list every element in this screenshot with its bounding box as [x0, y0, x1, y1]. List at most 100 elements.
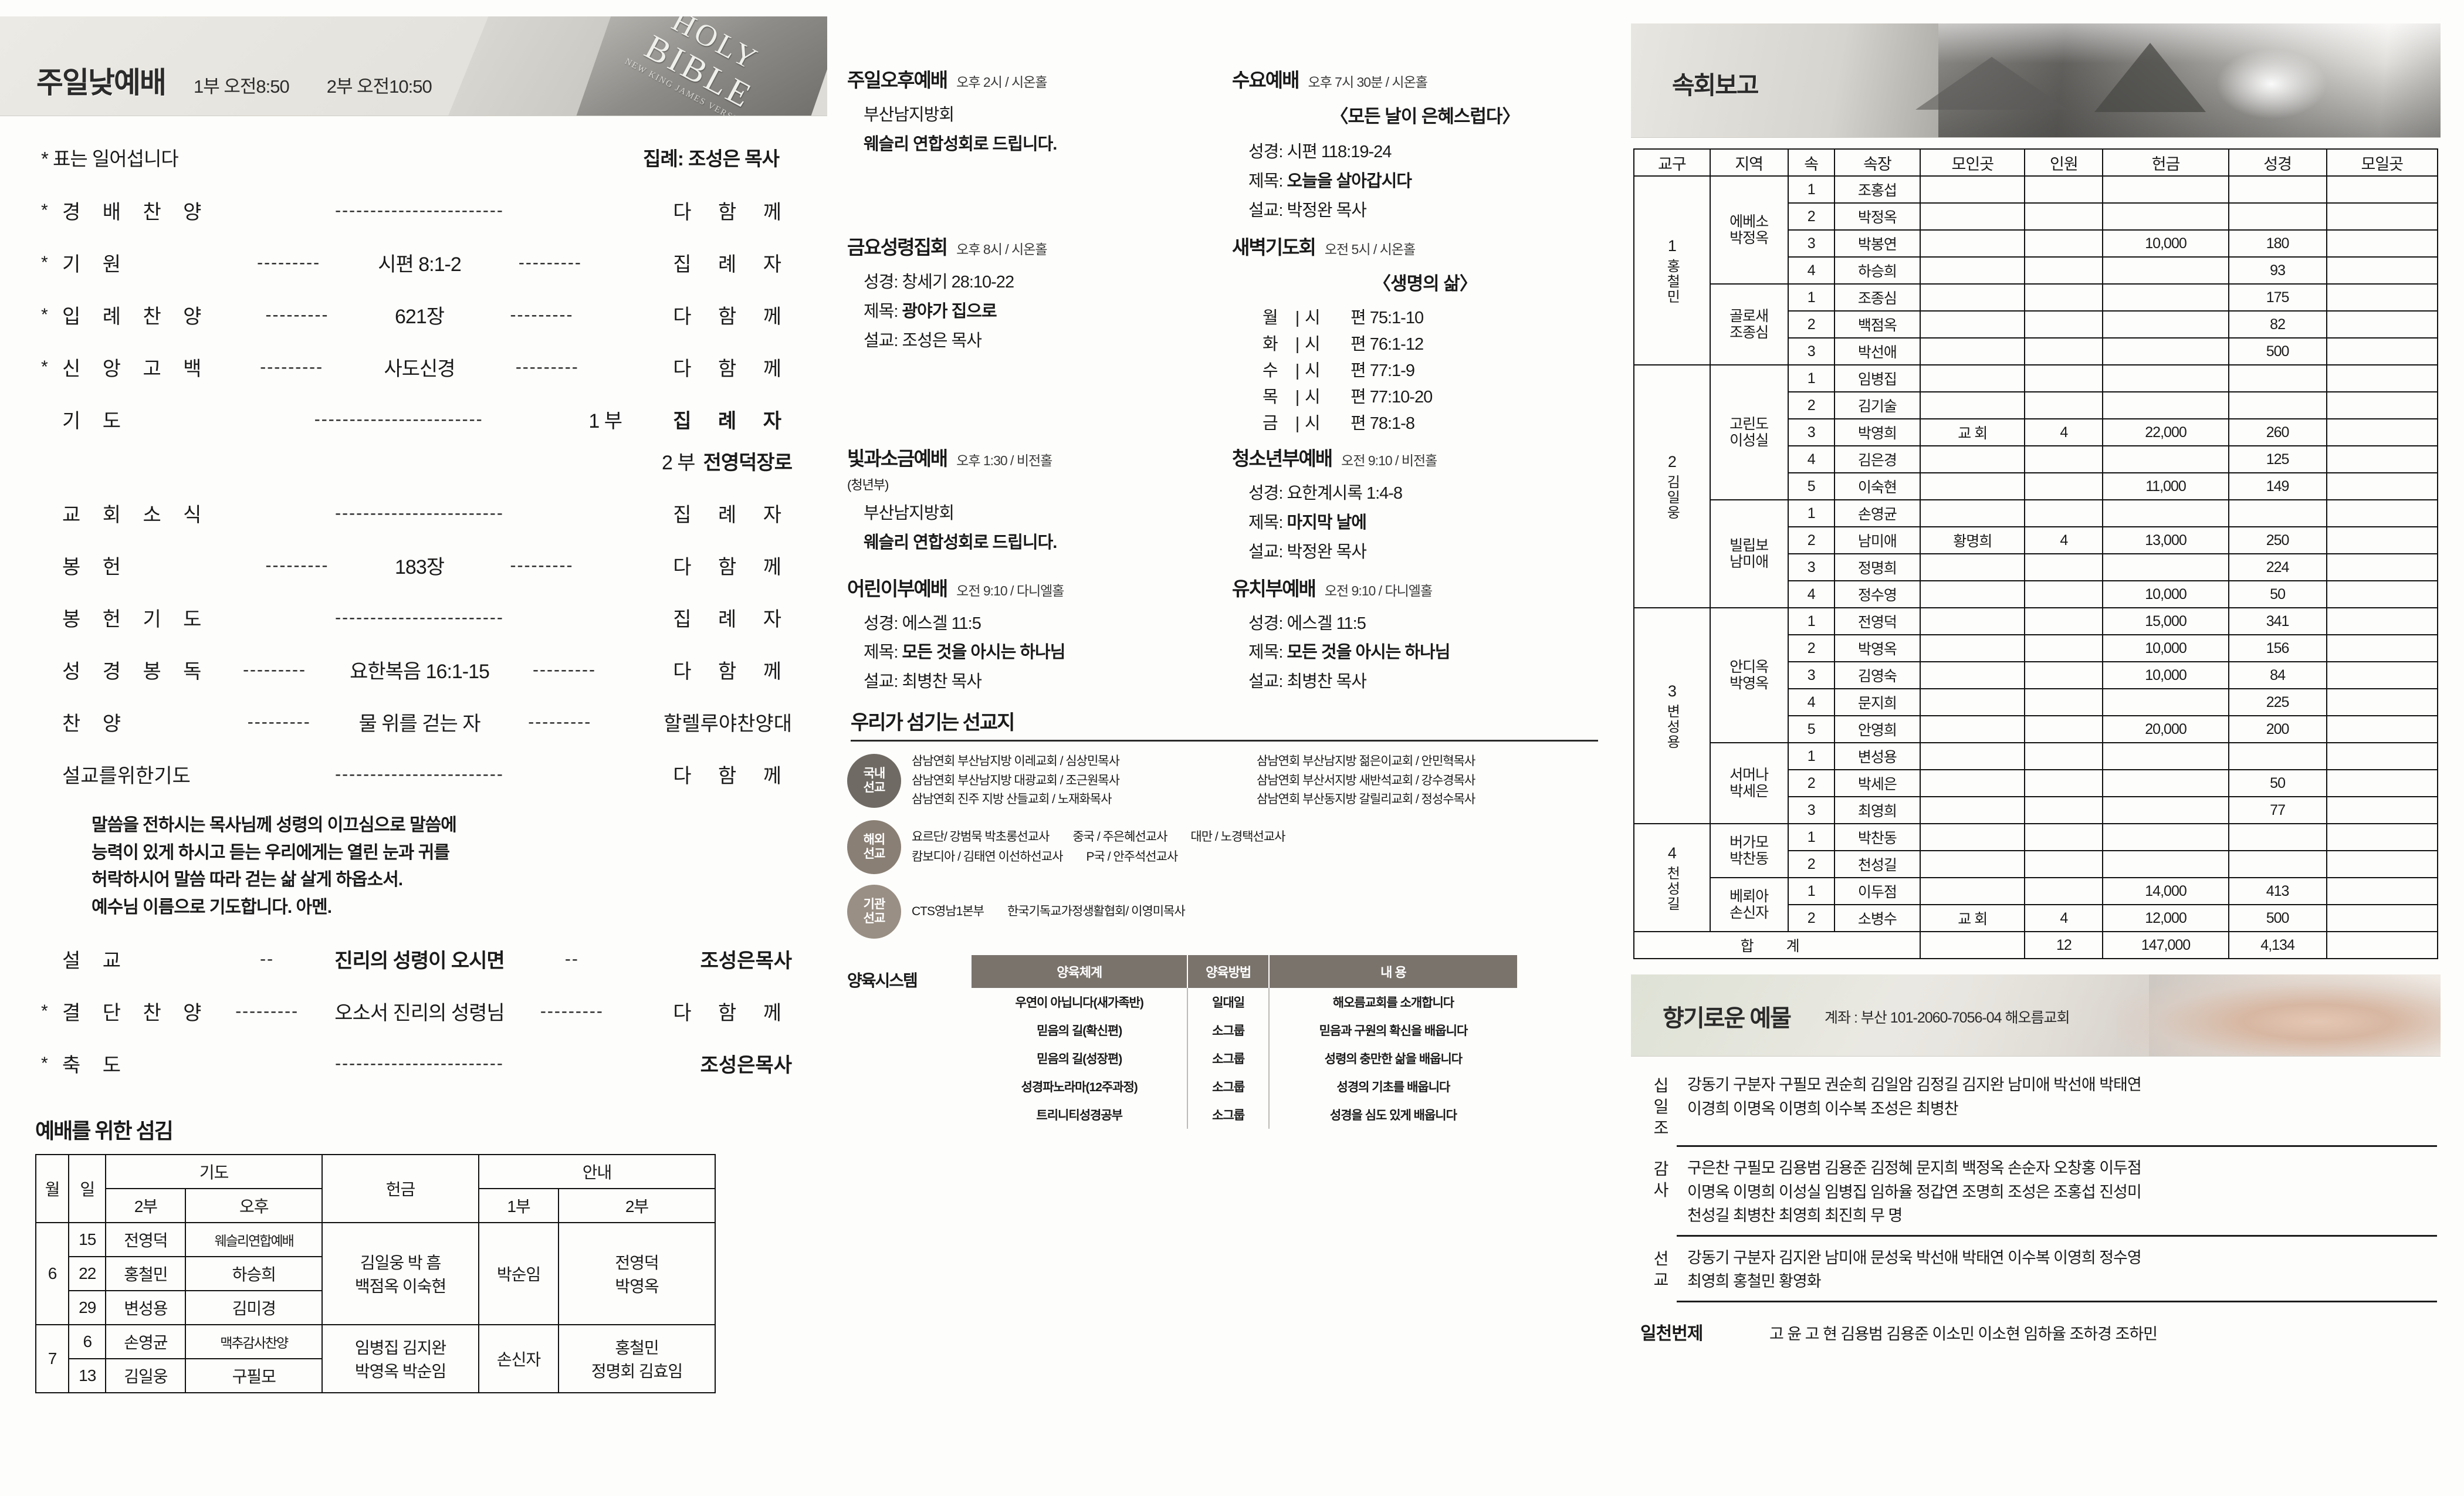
- cell-offering: [2102, 850, 2229, 878]
- area-line: 이성실: [1729, 432, 1769, 449]
- cell-bible: 175: [2228, 283, 2327, 312]
- cell-attendance: [2024, 499, 2104, 527]
- order-dots-left: --: [260, 949, 275, 969]
- second-part-prefix: 2 부: [661, 452, 696, 474]
- service-table-title: 예배를 위한 섬김: [35, 1119, 174, 1143]
- table-row: 5 이숙현 11,000 149: [1634, 472, 2439, 500]
- cell-attendance: [2024, 472, 2104, 500]
- service-preacher: 설교: 최병찬 목사: [1248, 668, 1602, 697]
- table-row: 2 천성길: [1634, 850, 2439, 878]
- cell-attendance: [2024, 769, 2104, 797]
- usher-line: 홍철민: [615, 1339, 659, 1357]
- cell-meeting-place: [1920, 607, 2026, 635]
- area-line: 베뢰아: [1729, 888, 1769, 905]
- cell-prayer-pm: 구필모: [185, 1358, 323, 1393]
- service-preacher: 설교: 박정완 목사: [1248, 538, 1602, 567]
- th-usher: 안내: [478, 1154, 716, 1189]
- scripture-value: 에스겔 11:5: [1287, 614, 1366, 633]
- cell-day: 15: [68, 1222, 107, 1257]
- order-item-person: 집 례 자: [673, 608, 792, 631]
- topic-value: 모든 것을 아시는 하나님: [902, 643, 1065, 662]
- table-row: 5 안영희 20,000 200: [1634, 715, 2439, 743]
- table-row: 빌립보 남미애 1 손영균: [1634, 499, 2439, 608]
- table-row: 3 변성용 안디옥 박영옥 1 전영덕 15,000 341: [1633, 607, 2439, 824]
- cell-attendance: [2024, 850, 2104, 878]
- training-cell: 믿음의 길(확신편): [972, 1016, 1189, 1044]
- cell-area: 서머나 박세은: [1709, 742, 1789, 824]
- service-block-header: 새벽기도회 오전 5시 / 시온홀: [1232, 232, 1602, 260]
- offering-divider: [1677, 1234, 2437, 1237]
- scripture-value: 창세기 28:10-22: [902, 272, 1014, 292]
- thousandth-names: 고 윤 고 현 김용범 김용준 이소민 이소현 임하율 조하경 조하민: [1769, 1325, 2158, 1343]
- cell-sok-leader: 전영덕: [1833, 607, 1921, 635]
- cell-offering: 12,000: [2102, 904, 2229, 932]
- order-item-detail: 진리의 성령이 오시면: [334, 950, 505, 972]
- daily-reading-row: 수 | 시 편 77:1-9: [1263, 358, 1602, 384]
- cell-district: 4 천성길: [1633, 823, 1711, 932]
- cell-attendance: [2024, 283, 2104, 312]
- order-dots-left: ------------------------: [335, 607, 504, 627]
- training-table-body: 우연이 아닙니다(새가족반) 일대일 해오름교회를 소개합니다 믿음의 길(확신편) 소…: [972, 987, 1517, 1129]
- names-line: 이경희 이명옥 이명희 이수복 조성은 최병찬: [1687, 1099, 1959, 1118]
- cell-attendance: [2024, 661, 2104, 689]
- th-prayer-pm: 오후: [185, 1188, 323, 1223]
- cell-meeting-place: [1920, 202, 2026, 231]
- cell-district: 2 김일웅: [1633, 364, 1711, 608]
- reading-book: 시: [1305, 388, 1321, 407]
- cell-meeting-place: [1920, 175, 2026, 204]
- cell-total-next: [2326, 931, 2439, 959]
- cell-bible: 180: [2228, 229, 2327, 258]
- table-row: 1 홍철민 에베소 박정옥 1 조홍섭: [1633, 175, 2439, 365]
- topic-label: 제목:: [1248, 172, 1287, 191]
- service-block-header: 유치부예배 오전 9:10 / 다니엘홀: [1232, 573, 1602, 601]
- cell-bible: 82: [2228, 310, 2327, 339]
- cell-offering: 13,000: [2102, 526, 2229, 554]
- cell-bible: 84: [2228, 661, 2327, 689]
- order-of-worship: * 표는 일어섭니다 집례: 조성은 목사 * 경 배 찬 양 ----------…: [0, 116, 827, 1078]
- offering-line: 김일웅 박 흠: [360, 1254, 441, 1272]
- service-time: 오후 8시 / 시온홀: [956, 241, 1047, 257]
- cell-meeting-place: 황명희: [1920, 526, 2026, 554]
- table-row: 믿음의 길(확신편) 소그룹 믿음과 구원의 확신을 배웁니다: [972, 1016, 1517, 1044]
- area-line: 박영옥: [1729, 675, 1769, 692]
- cell-next-place: [2326, 418, 2439, 446]
- service-block: 유치부예배 오전 9:10 / 다니엘홀 성경: 에스겔 11:5 제목: 모든 것을…: [1232, 573, 1602, 698]
- th-offering: 헌금: [321, 1154, 479, 1223]
- cell-usher-2bu: 홍철민 정명회 김효임: [558, 1324, 716, 1393]
- offering-bg-blur: [1631, 974, 2150, 1056]
- cell-total-label: 합 계: [1633, 931, 1921, 959]
- cell-offering: 김일웅 박 흠 백점옥 이숙현: [321, 1222, 479, 1325]
- cell-next-place: [2326, 391, 2439, 419]
- topic-value: 광야가 집으로: [902, 302, 997, 321]
- service-time: 오전 5시 / 시온홀: [1324, 241, 1416, 257]
- district-number: 4: [1667, 844, 1677, 862]
- reading-book: 시: [1305, 414, 1321, 433]
- cell-sok-leader: 이숙현: [1833, 472, 1921, 500]
- table-row: 서머나 박세은 1 변성용: [1634, 742, 2439, 824]
- cell-sok-leader: 박영옥: [1833, 634, 1921, 662]
- cell-next-place: [2326, 904, 2439, 932]
- cell-bible: [2228, 742, 2327, 770]
- cell-sok-leader: 최영희: [1833, 796, 1921, 824]
- preacher-value: 최병찬 목사: [902, 672, 981, 692]
- service-scripture: 성경: 창세기 28:10-22: [864, 268, 1217, 297]
- cell-meeting-place: [1920, 553, 2026, 581]
- service-assignment-section: 예배를 위한 섬김 월 일 기도 헌금 안내 2부 오후 1부 2부: [0, 1101, 827, 1393]
- order-dots-right: ---------: [533, 659, 596, 679]
- table-subheader-row: 2부 오후 1부 2부: [36, 1188, 716, 1223]
- cell-offering: [2102, 391, 2229, 419]
- service-times: 1부 오전8:50 2부 오전10:50: [194, 72, 432, 98]
- offering-banner-title: 향기로운 예물: [1663, 1006, 1792, 1031]
- cell-area: 베뢰아 손신자: [1709, 877, 1789, 932]
- order-dots-right: ---------: [540, 1001, 604, 1021]
- cell-prayer-pm: 웨슬리연합예배: [185, 1222, 323, 1257]
- cell-attendance: [2024, 715, 2104, 743]
- cell-sok-number: 1: [1787, 823, 1835, 851]
- cell-area: 에베소 박정옥: [1709, 175, 1789, 285]
- cell-sok-number: 4: [1787, 688, 1835, 716]
- cell-offering: [2102, 202, 2229, 231]
- cell-sok-leader: 박정옥: [1833, 202, 1921, 231]
- table-row: 2 남미애 황명희 4 13,000 250: [1634, 526, 2439, 554]
- cell-prayer-2bu: 변성용: [105, 1290, 187, 1325]
- cell-next-place: [2326, 283, 2439, 312]
